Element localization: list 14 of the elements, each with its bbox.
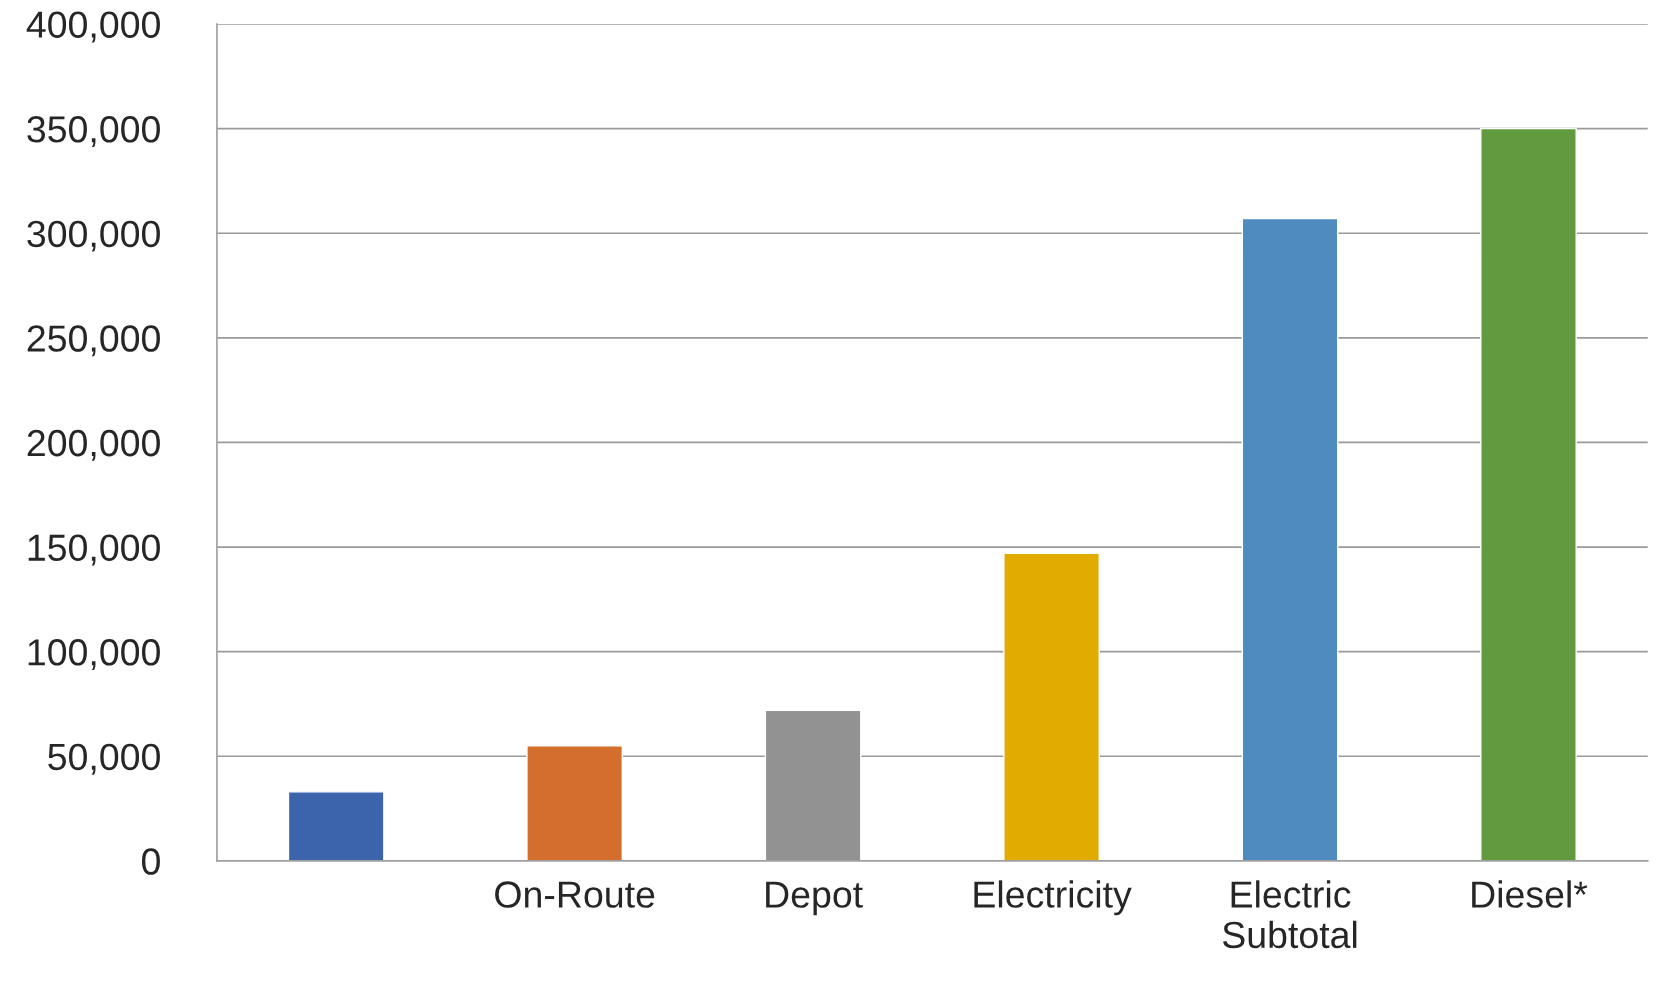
y-tick-label: 350,000 — [27, 116, 160, 148]
x-tick-label: On-Route — [495, 881, 655, 908]
x-tick-label: Diesel* — [1472, 880, 1588, 908]
y-tick-label: 300,000 — [27, 220, 160, 252]
y-tick-label: 200,000 — [27, 429, 160, 461]
x-tick-label: Depot — [766, 881, 863, 916]
x-tick-label: Electricity — [974, 880, 1132, 916]
y-tick-label: 250,000 — [27, 325, 160, 357]
y-tick-label: 50,000 — [48, 743, 160, 775]
y-tick-label: 150,000 — [28, 534, 160, 566]
y-tick-label: 400,000 — [26, 11, 160, 43]
y-tick-label: 100,000 — [28, 639, 160, 671]
x-tick-label: Electric Subtotal — [1222, 880, 1357, 949]
y-tick-label: 0 — [141, 848, 160, 875]
